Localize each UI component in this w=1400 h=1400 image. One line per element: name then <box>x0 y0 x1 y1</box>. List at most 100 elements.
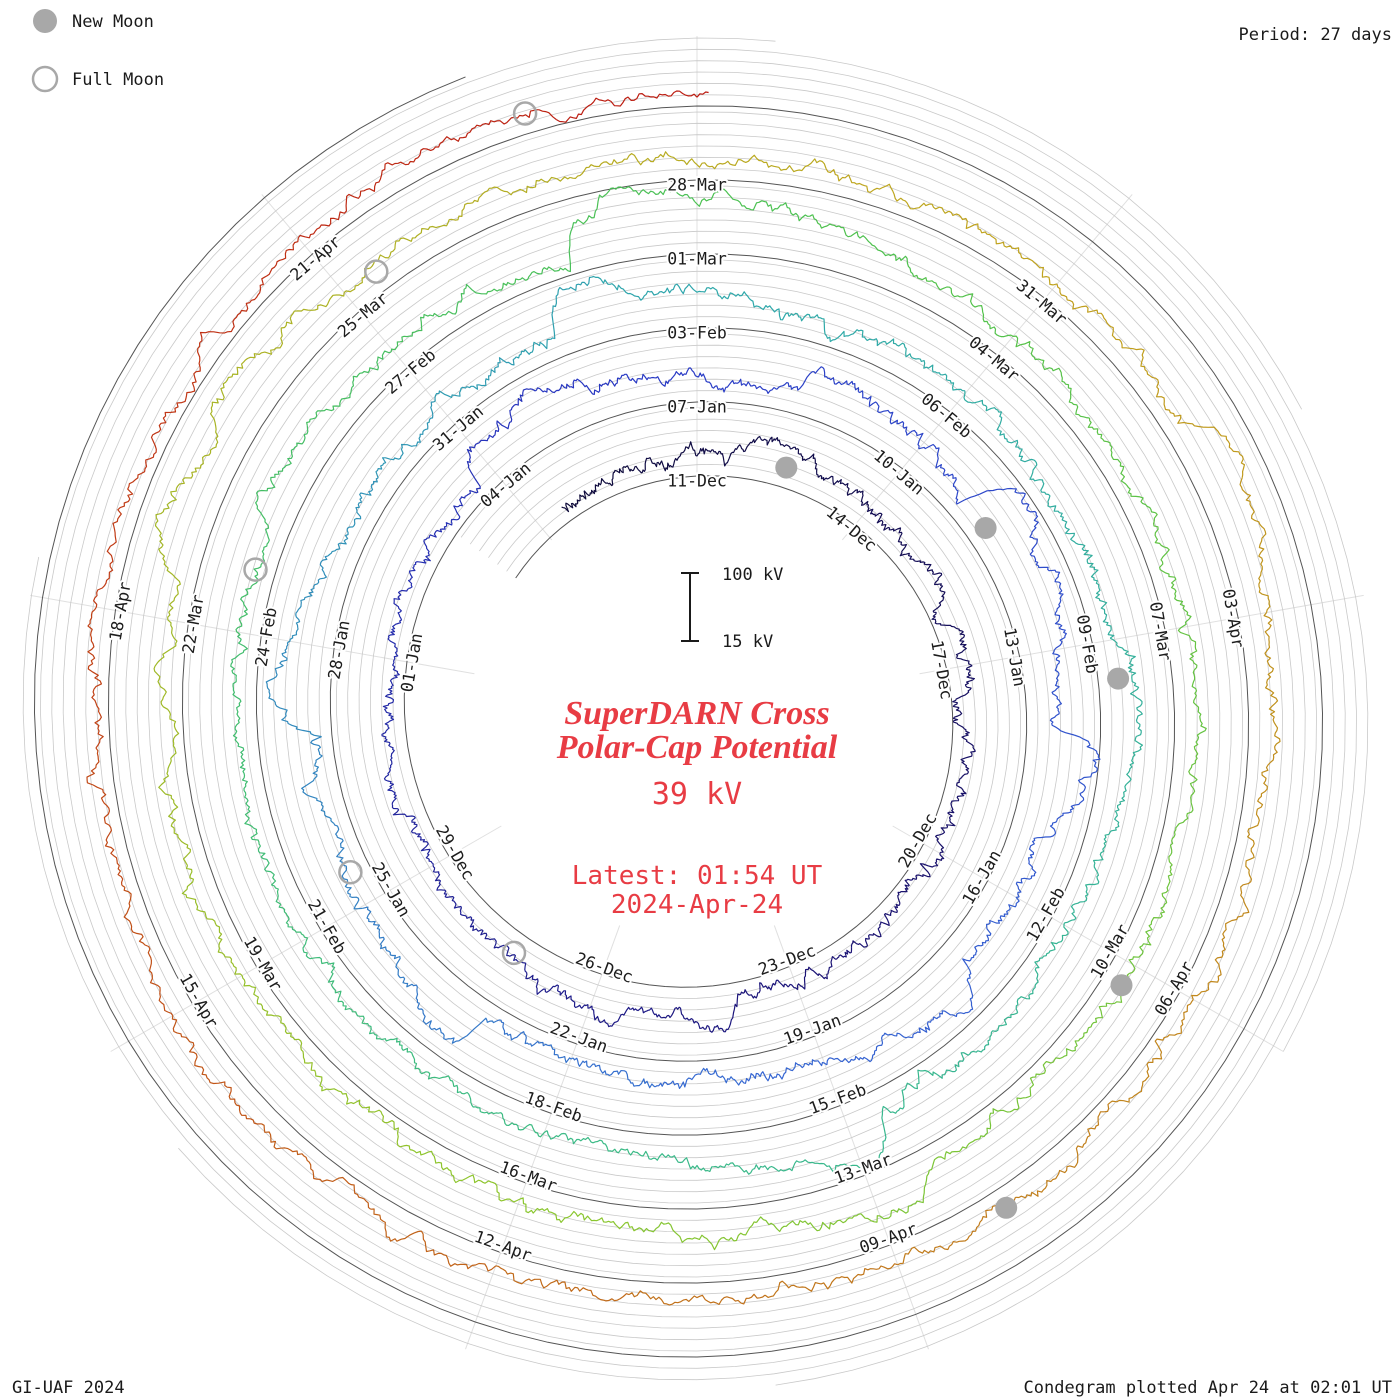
trace-segment <box>628 1290 766 1306</box>
full-moon-marker <box>338 859 363 885</box>
trace-segment <box>752 1159 866 1173</box>
trace-segment <box>867 507 910 557</box>
trace-segment <box>561 490 587 513</box>
new-moon-label: New Moon <box>72 12 154 32</box>
credit-label: GI-UAF 2024 <box>12 1378 125 1398</box>
trace-segment <box>617 367 698 387</box>
trace-segment <box>850 903 901 948</box>
center-annotations: SuperDARN Cross Polar-Cap Potential 39 k… <box>556 695 838 920</box>
trace-segment <box>417 109 557 159</box>
potential-trace <box>86 90 1281 1306</box>
new-moon-marker <box>1107 667 1130 690</box>
radial-gridline <box>919 594 1364 675</box>
trace-segment <box>390 283 484 353</box>
trace-segment <box>997 487 1039 567</box>
trace-segment <box>409 1149 521 1203</box>
latest-value: 39 kV <box>652 777 742 812</box>
scale-max-label: 100 kV <box>722 565 783 585</box>
trace-segment <box>696 154 827 173</box>
trace-segment <box>368 1025 455 1087</box>
trace-segment <box>1239 477 1271 613</box>
trace-segment <box>773 366 860 392</box>
trace-segment <box>661 1006 734 1033</box>
trace-segment <box>935 792 967 854</box>
trace-segment <box>918 443 998 505</box>
trace-segment <box>732 979 799 1019</box>
trace-segment <box>546 1130 649 1157</box>
date-label: 26-Dec <box>573 949 636 987</box>
latest-date: 2024-Apr-24 <box>611 890 783 920</box>
kv-gridline-spiral <box>22 94 1335 1369</box>
trace-segment <box>1056 283 1151 377</box>
trace-segment <box>1108 736 1143 835</box>
full-moon-marker <box>512 101 538 126</box>
trace-segment <box>432 865 475 928</box>
date-label: 07-Jan <box>667 398 727 417</box>
trace-segment <box>694 286 790 321</box>
trace-segment <box>1064 833 1110 924</box>
trace-segment <box>637 441 697 474</box>
trace-segment <box>956 728 976 795</box>
moon-legend: New Moon Full Moon <box>31 9 164 93</box>
radial-gridline <box>841 194 1133 541</box>
trace-segment <box>1109 637 1143 738</box>
trace-segment <box>141 342 201 474</box>
trace-segment <box>864 1069 938 1168</box>
date-label: 17-Dec <box>927 639 956 701</box>
trace-segment <box>265 642 322 738</box>
trace-segment <box>257 845 309 942</box>
trace-segment <box>382 659 400 732</box>
trace-segment <box>534 377 619 395</box>
trace-segment <box>483 219 579 295</box>
trace-segment <box>1191 878 1253 1000</box>
trace-segment <box>760 436 818 473</box>
trace-segment <box>470 925 527 973</box>
trace-segment <box>411 983 497 1044</box>
date-label: 25-Jan <box>368 859 414 920</box>
kv-gridline-spiral <box>85 82 1346 1381</box>
date-label: 21-Feb <box>304 896 350 957</box>
trace-segment <box>301 736 335 824</box>
trace-segment <box>636 1221 757 1251</box>
trace-segment <box>931 610 971 666</box>
trace-segment <box>495 1265 630 1302</box>
trace-segment <box>408 525 447 590</box>
radial-gridlines <box>30 36 1364 1350</box>
latest-time: Latest: 01:54 UT <box>572 861 823 891</box>
trace-segment <box>1245 746 1278 880</box>
trace-segment <box>1037 565 1067 651</box>
date-label: 10-Mar <box>1087 921 1133 982</box>
trace-segment <box>1015 820 1058 898</box>
date-label: 15-Feb <box>806 1080 869 1118</box>
trace-segment <box>879 1138 978 1220</box>
trace-segment <box>825 168 950 214</box>
band-boundary-spiral <box>33 76 1324 1358</box>
trace-segment <box>230 634 248 743</box>
trace-segment <box>199 237 299 344</box>
trace-segment <box>654 1067 743 1089</box>
trace-segment <box>696 372 775 394</box>
trace-segment <box>696 91 709 98</box>
trace-segment <box>589 1005 662 1028</box>
trace-segment <box>370 1208 497 1272</box>
radial-gridline <box>110 825 502 1052</box>
trace-segment <box>241 975 317 1074</box>
date-label: 13-Mar <box>832 1150 895 1188</box>
date-label: 01-Jan <box>397 632 426 694</box>
date-label: 07-Mar <box>1146 600 1175 662</box>
trace-segment <box>788 312 882 347</box>
date-label: 06-Apr <box>1151 958 1197 1019</box>
date-label: 01-Mar <box>667 250 727 269</box>
period-label: Period: 27 days <box>1238 25 1392 45</box>
new-moon-marker <box>974 517 997 539</box>
radial-gridline <box>261 194 553 541</box>
trace-segment <box>181 865 243 977</box>
trace-segment <box>287 555 329 644</box>
trace-segment <box>1029 459 1083 546</box>
trace-segment <box>1109 999 1194 1104</box>
trace-segment <box>962 896 1020 966</box>
trace-segment <box>327 477 379 557</box>
trace-segment <box>812 214 915 277</box>
trace-segment <box>1081 544 1115 639</box>
trace-segment <box>897 1197 1017 1266</box>
